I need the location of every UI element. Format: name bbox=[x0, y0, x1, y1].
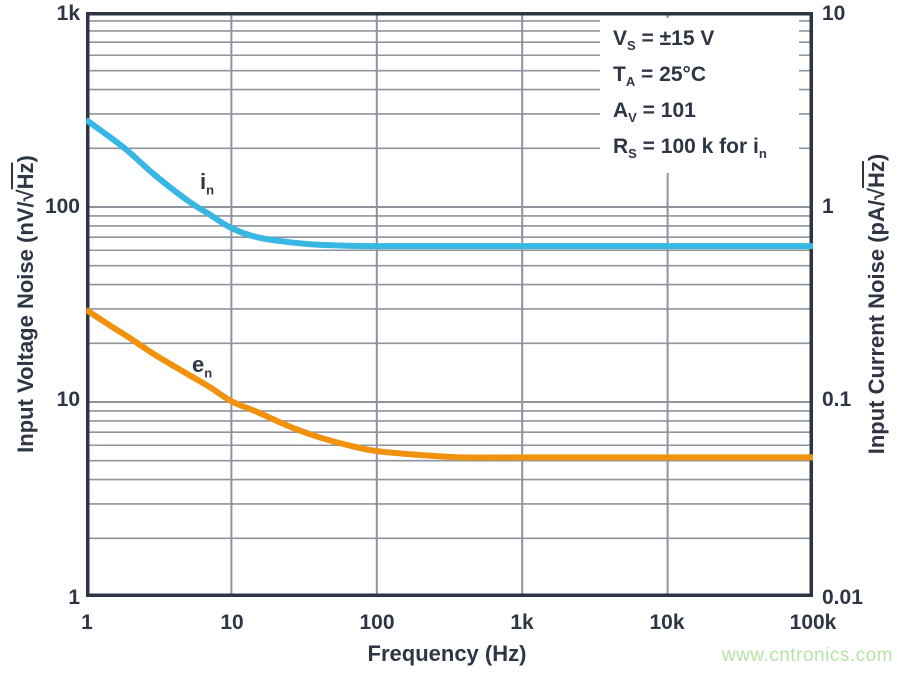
in-curve bbox=[86, 117, 813, 250]
watermark-text: www.cntronics.com bbox=[721, 645, 893, 666]
right-tick-0.01: 0.01 bbox=[822, 586, 863, 609]
right-tick-1: 1 bbox=[822, 195, 834, 218]
left-tick-10: 10 bbox=[56, 388, 80, 411]
left-tick-1: 1 bbox=[68, 586, 80, 609]
condition-av: AV = 101 bbox=[613, 99, 696, 126]
x-tick-100k: 100k bbox=[789, 611, 837, 634]
condition-rs: RS = 100 k for in bbox=[613, 135, 767, 162]
left-axis-title: Input Voltage Noise (nV/√Hz) bbox=[13, 155, 38, 453]
left-tick-100: 100 bbox=[44, 195, 80, 218]
condition-vs: VS = ±15 V bbox=[613, 27, 715, 54]
plot-area: VS = ±15 V TA = 25°C AV = 101 RS = 100 k… bbox=[86, 12, 813, 597]
right-tick-10: 10 bbox=[822, 2, 846, 25]
x-tick-1: 1 bbox=[81, 611, 93, 634]
plot-frame bbox=[86, 12, 813, 597]
current-noise-curve-label: in bbox=[200, 169, 215, 198]
right-tick-0.1: 0.1 bbox=[822, 388, 852, 411]
left-tick-1k: 1k bbox=[56, 2, 80, 25]
x-tick-10: 10 bbox=[220, 611, 244, 634]
x-tick-1k: 1k bbox=[510, 611, 534, 634]
x-axis-title: Frequency (Hz) bbox=[367, 641, 527, 666]
x-tick-10k: 10k bbox=[649, 611, 685, 634]
test-conditions-box: VS = ±15 V TA = 25°C AV = 101 RS = 100 k… bbox=[600, 18, 799, 173]
right-axis-title: Input Current Noise (pA/√Hz) bbox=[864, 153, 889, 455]
x-tick-100: 100 bbox=[359, 611, 395, 634]
condition-ta: TA = 25°C bbox=[613, 63, 707, 90]
en-curve bbox=[86, 307, 813, 461]
voltage-noise-curve-label: en bbox=[192, 352, 213, 381]
